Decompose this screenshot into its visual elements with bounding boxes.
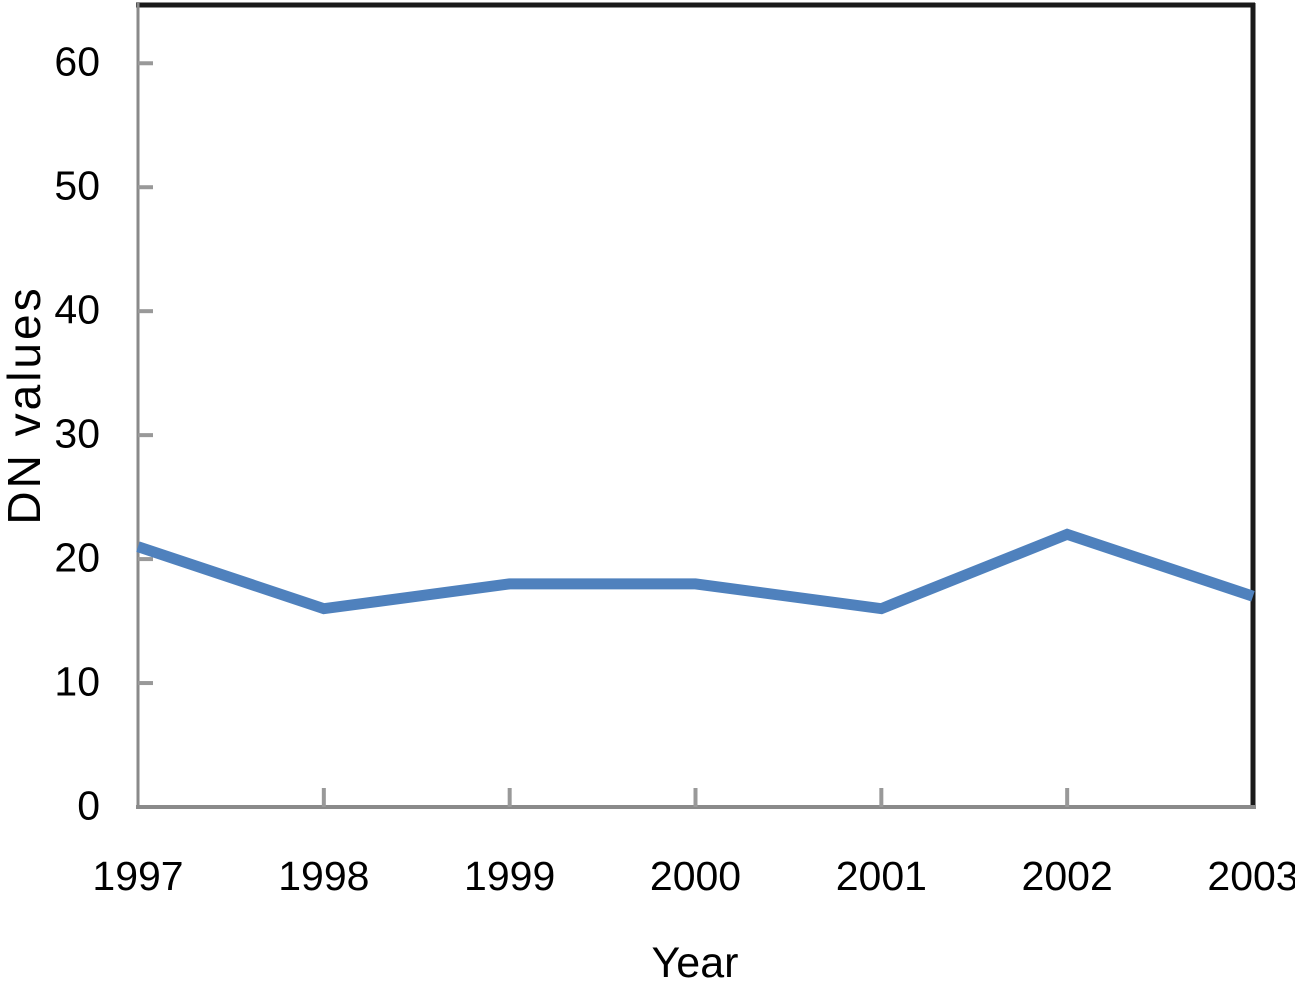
x-tick-label: 1998 <box>278 853 370 899</box>
x-tick-label: 2002 <box>1021 853 1113 899</box>
dn-values-line-series <box>136 528 1255 615</box>
y-tick-label: 10 <box>54 658 100 705</box>
x-tick-label: 2001 <box>835 853 927 899</box>
plot-area <box>138 5 1253 807</box>
x-tick-label: 1999 <box>464 853 556 899</box>
y-tick-label: 0 <box>77 782 100 829</box>
y-tick-label: 20 <box>54 534 100 581</box>
tick-marks <box>138 61 1070 807</box>
y-tick-label: 50 <box>54 162 100 209</box>
y-tick-label: 30 <box>54 410 100 457</box>
x-tick-label: 1997 <box>92 853 184 899</box>
x-axis-title: Year <box>651 939 739 983</box>
x-tick-label: 2000 <box>649 853 742 899</box>
y-tick-label: 40 <box>54 286 100 333</box>
x-tick-label: 2003 <box>1207 853 1295 899</box>
y-tick-label: 60 <box>54 38 100 85</box>
